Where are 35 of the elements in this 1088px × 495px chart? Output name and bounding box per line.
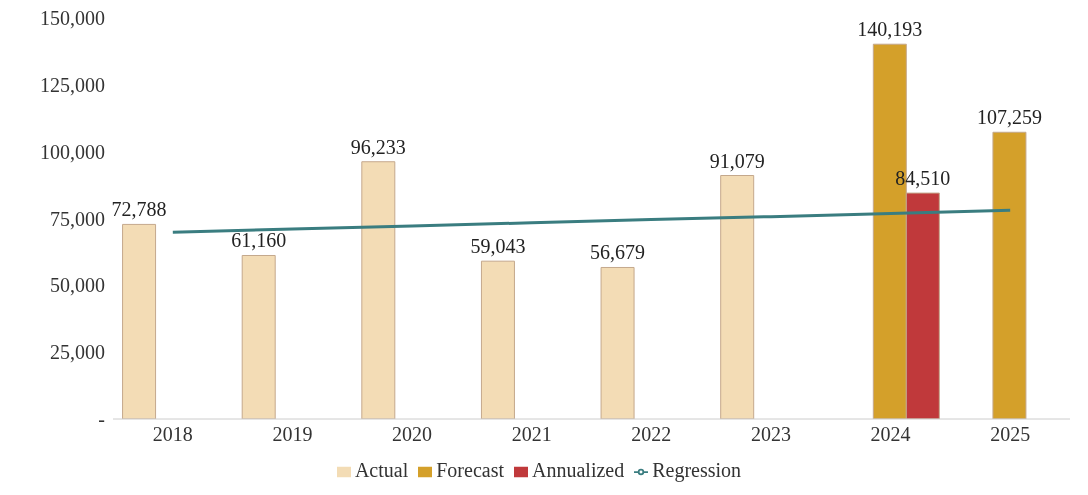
x-tick-label: 2024 xyxy=(870,423,911,446)
y-tick-label: 100,000 xyxy=(40,140,105,163)
data-label: 91,079 xyxy=(709,149,765,172)
legend-label: Regression xyxy=(652,459,742,481)
y-tick-label: 125,000 xyxy=(40,73,105,96)
data-label: 72,788 xyxy=(111,198,167,221)
x-tick-label: 2023 xyxy=(750,423,791,446)
x-tick-label: 2025 xyxy=(990,423,1031,446)
y-tick-label: 150,000 xyxy=(40,7,105,30)
data-label: 59,043 xyxy=(470,235,526,258)
bar xyxy=(600,266,635,419)
data-label: 96,233 xyxy=(350,135,406,158)
data-label: 140,193 xyxy=(857,18,923,41)
legend-label: Actual xyxy=(354,459,409,481)
bar xyxy=(122,223,157,419)
data-label: 107,259 xyxy=(976,106,1042,129)
data-label: 61,160 xyxy=(231,229,287,252)
x-tick-label: 2020 xyxy=(392,423,433,446)
bar xyxy=(241,255,276,419)
x-tick-label: 2019 xyxy=(272,423,313,446)
bar xyxy=(480,260,515,419)
y-tick-label: 50,000 xyxy=(50,274,105,297)
bar xyxy=(992,131,1027,419)
x-tick-label: 2022 xyxy=(631,423,672,446)
y-tick-label: 75,000 xyxy=(50,207,105,230)
bar xyxy=(720,175,755,419)
bar xyxy=(361,161,396,419)
data-label: 56,679 xyxy=(590,241,646,264)
legend-label: Forecast xyxy=(436,459,504,481)
legend-label: Annualized xyxy=(532,459,625,481)
line-series xyxy=(171,208,1012,234)
x-tick-label: 2021 xyxy=(511,423,552,446)
x-tick-label: 2018 xyxy=(152,423,193,446)
y-tick-label: - xyxy=(98,408,105,431)
y-tick-label: 25,000 xyxy=(50,341,105,364)
